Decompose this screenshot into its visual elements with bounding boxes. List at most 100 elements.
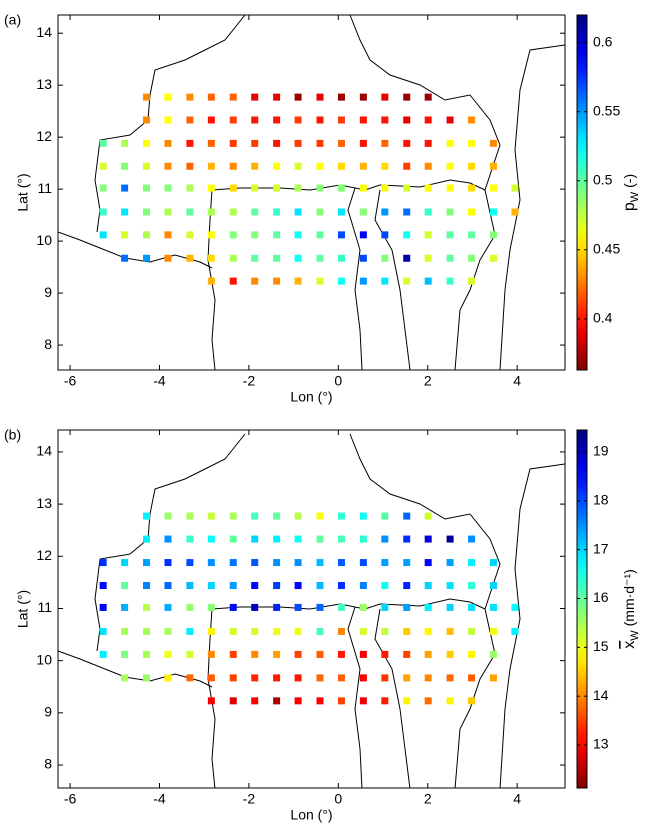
grid-cell-marker	[316, 582, 324, 590]
grid-cell-marker	[359, 559, 367, 567]
y-tick-label: 13	[36, 495, 52, 511]
grid-cell-marker	[143, 254, 151, 262]
grid-cell-marker	[337, 277, 345, 285]
grid-cell-marker	[511, 208, 519, 216]
y-tick-label: 8	[44, 756, 52, 772]
colorbar-tick-label: 0.6	[593, 33, 613, 49]
grid-cell-marker	[403, 603, 411, 611]
grid-cell-marker	[424, 674, 432, 682]
grid-cell-marker	[316, 184, 324, 192]
grid-cell-marker	[337, 93, 345, 101]
grid-cell-marker	[273, 582, 281, 590]
grid-cell-marker	[446, 208, 454, 216]
grid-cell-marker	[446, 184, 454, 192]
grid-cell-marker	[489, 254, 497, 262]
colorbar	[576, 429, 588, 789]
grid-cell-marker	[294, 93, 302, 101]
grid-cell-marker	[468, 650, 476, 658]
grid-cell-marker	[99, 139, 107, 147]
grid-cell-marker	[143, 231, 151, 239]
grid-cell-marker	[294, 139, 302, 147]
grid-cell-marker	[99, 582, 107, 590]
grid-cell-marker	[229, 231, 237, 239]
grid-cell-marker	[143, 650, 151, 658]
grid-cell-marker	[207, 162, 215, 170]
panel-label: (a)	[4, 12, 21, 28]
grid-cell-marker	[489, 603, 497, 611]
grid-cell-marker	[229, 116, 237, 124]
y-tick-label: 8	[44, 336, 52, 352]
grid-cell-marker	[273, 512, 281, 520]
grid-cell-marker	[489, 627, 497, 635]
grid-cell-marker	[207, 535, 215, 543]
x-tick-label: 4	[513, 791, 521, 807]
x-tick-label: 0	[334, 791, 342, 807]
grid-cell-marker	[381, 139, 389, 147]
grid-cell-marker	[273, 535, 281, 543]
grid-cell-marker	[337, 162, 345, 170]
grid-cell-marker	[403, 582, 411, 590]
x-tick-label: 4	[513, 373, 521, 389]
grid-cell-marker	[468, 231, 476, 239]
grid-cell-marker	[251, 559, 259, 567]
grid-cell-marker	[207, 512, 215, 520]
grid-cell-marker	[316, 512, 324, 520]
grid-cell-marker	[381, 627, 389, 635]
grid-cell-marker	[316, 93, 324, 101]
grid-cell-marker	[99, 603, 107, 611]
grid-cell-marker	[424, 139, 432, 147]
y-tick-label: 14	[36, 24, 52, 40]
grid-cell-marker	[403, 184, 411, 192]
grid-cell-marker	[403, 231, 411, 239]
grid-cell-marker	[207, 139, 215, 147]
grid-cell-marker	[337, 627, 345, 635]
grid-cell-marker	[143, 559, 151, 567]
colorbar-tick-label: 15	[593, 638, 609, 654]
grid-cell-marker	[229, 184, 237, 192]
grid-cell-marker	[337, 650, 345, 658]
x-tick-label: 2	[424, 791, 432, 807]
grid-cell-marker	[294, 254, 302, 262]
grid-cell-marker	[468, 208, 476, 216]
grid-cell-marker	[294, 277, 302, 285]
grid-cell-marker	[121, 208, 129, 216]
grid-cell-marker	[359, 116, 367, 124]
grid-cell-marker	[424, 627, 432, 635]
colorbar-tick-label: 18	[593, 492, 609, 508]
grid-cell-marker	[424, 650, 432, 658]
grid-cell-marker	[251, 277, 259, 285]
grid-cell-marker	[359, 184, 367, 192]
grid-cell-marker	[229, 650, 237, 658]
grid-cell-marker	[143, 208, 151, 216]
grid-cell-marker	[381, 184, 389, 192]
grid-cell-marker	[164, 116, 172, 124]
grid-cell-marker	[381, 559, 389, 567]
grid-cell-marker	[489, 674, 497, 682]
grid-cell-marker	[359, 277, 367, 285]
grid-cell-marker	[229, 603, 237, 611]
grid-cell-marker	[143, 93, 151, 101]
grid-cell-marker	[424, 535, 432, 543]
grid-cell-marker	[359, 582, 367, 590]
grid-cell-marker	[511, 184, 519, 192]
grid-cell-marker	[446, 559, 454, 567]
grid-cell-marker	[316, 231, 324, 239]
grid-cell-marker	[207, 559, 215, 567]
grid-cell-marker	[273, 208, 281, 216]
grid-cell-marker	[121, 559, 129, 567]
grid-cell-marker	[164, 184, 172, 192]
grid-cell-marker	[121, 139, 129, 147]
colorbar-tick-label: 0.45	[593, 241, 620, 257]
grid-cell-marker	[251, 184, 259, 192]
grid-cell-marker	[403, 559, 411, 567]
grid-cell-marker	[251, 254, 259, 262]
grid-cell-marker	[251, 650, 259, 658]
colorbar-label: pW (-)	[621, 174, 641, 211]
grid-cell-marker	[446, 139, 454, 147]
grid-cell-marker	[164, 603, 172, 611]
x-tick-label: -4	[153, 373, 166, 389]
grid-cell-marker	[207, 582, 215, 590]
colorbar-tick-label: 16	[593, 589, 609, 605]
y-axis-label: Lat (°)	[15, 590, 31, 628]
grid-cell-marker	[121, 162, 129, 170]
